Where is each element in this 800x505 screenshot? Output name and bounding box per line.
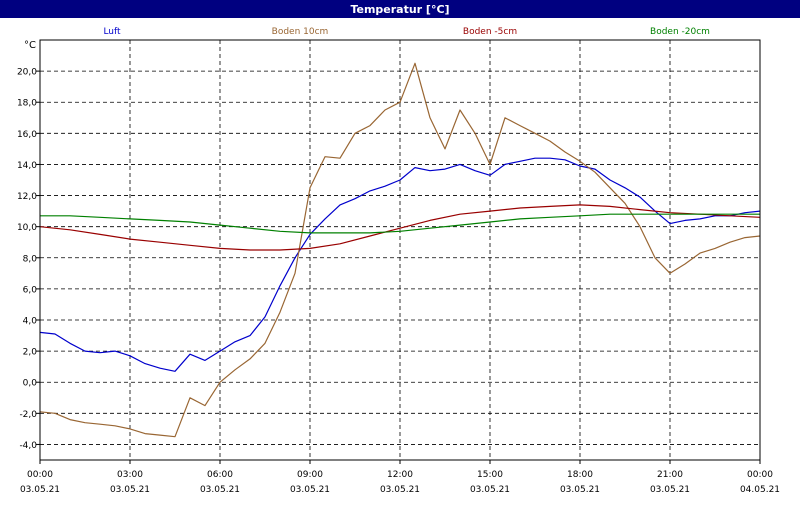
series-line-luft [39, 157, 761, 372]
x-tick-time-label: 15:00 [477, 470, 503, 480]
y-tick-label: 16,0 [17, 130, 37, 140]
x-tick-time-label: 21:00 [657, 470, 683, 480]
x-tick-time-label: 06:00 [207, 470, 233, 480]
y-tick-label: 6,0 [23, 285, 38, 295]
y-unit-label: °C [24, 40, 36, 51]
x-tick-date-label: 03.05.21 [470, 485, 510, 495]
y-tick-label: 12,0 [17, 192, 37, 202]
y-tick-label: 0,0 [23, 379, 38, 389]
y-tick-label: 10,0 [17, 223, 37, 233]
grid [40, 40, 760, 460]
y-tick-label: 2,0 [23, 348, 38, 358]
legend: Luft Boden 10cm Boden -5cm Boden -20cm [103, 27, 710, 37]
title-bar [0, 0, 800, 18]
x-tick-time-label: 09:00 [297, 470, 323, 480]
x-tick-date-label: 04.05.21 [740, 485, 780, 495]
y-tick-label: 20,0 [17, 68, 37, 78]
x-tick-time-label: 18:00 [567, 470, 593, 480]
y-tick-label: -2,0 [19, 410, 37, 420]
x-tick-date-label: 03.05.21 [380, 485, 420, 495]
legend-entry: Boden -5cm [463, 27, 517, 37]
chart-title: Temperatur [°C] [350, 3, 449, 16]
y-tick-label: -4,0 [19, 441, 37, 451]
x-tick-time-label: 03:00 [117, 470, 143, 480]
legend-entry: Boden 10cm [272, 27, 329, 37]
plot-frame [39, 39, 761, 461]
x-tick-time-label: 12:00 [387, 470, 413, 480]
x-tick-date-label: 03.05.21 [290, 485, 330, 495]
x-tick-date-label: 03.05.21 [650, 485, 690, 495]
y-tick-label: 14,0 [17, 161, 37, 171]
series-line-boden-10cm [39, 62, 761, 438]
x-tick-time-label: 00:00 [27, 470, 53, 480]
y-axis: -4,0 -2,0 0,0 2,0 4,0 6,0 8,0 10,0 12,0 14,0 16,0 1… [17, 68, 40, 451]
x-tick-date-label: 03.05.21 [200, 485, 240, 495]
series-layer [39, 62, 761, 438]
legend-entry: Boden -20cm [650, 27, 710, 37]
x-tick-date-label: 03.05.21 [20, 485, 60, 495]
y-tick-label: 18,0 [17, 99, 37, 109]
x-tick-time-label: 00:00 [747, 470, 773, 480]
y-tick-label: 8,0 [23, 254, 38, 264]
x-tick-date-label: 03.05.21 [110, 485, 150, 495]
series-line-boden-20cm [40, 213, 760, 234]
x-tick-date-label: 03.05.21 [560, 485, 600, 495]
y-tick-label: 4,0 [23, 317, 38, 327]
legend-entry: Luft [103, 27, 121, 37]
series-line-boden-5cm [39, 204, 761, 251]
x-axis: 00:00 03.05.21 03:00 03.05.21 06:00 03.05.21 0… [20, 460, 780, 495]
